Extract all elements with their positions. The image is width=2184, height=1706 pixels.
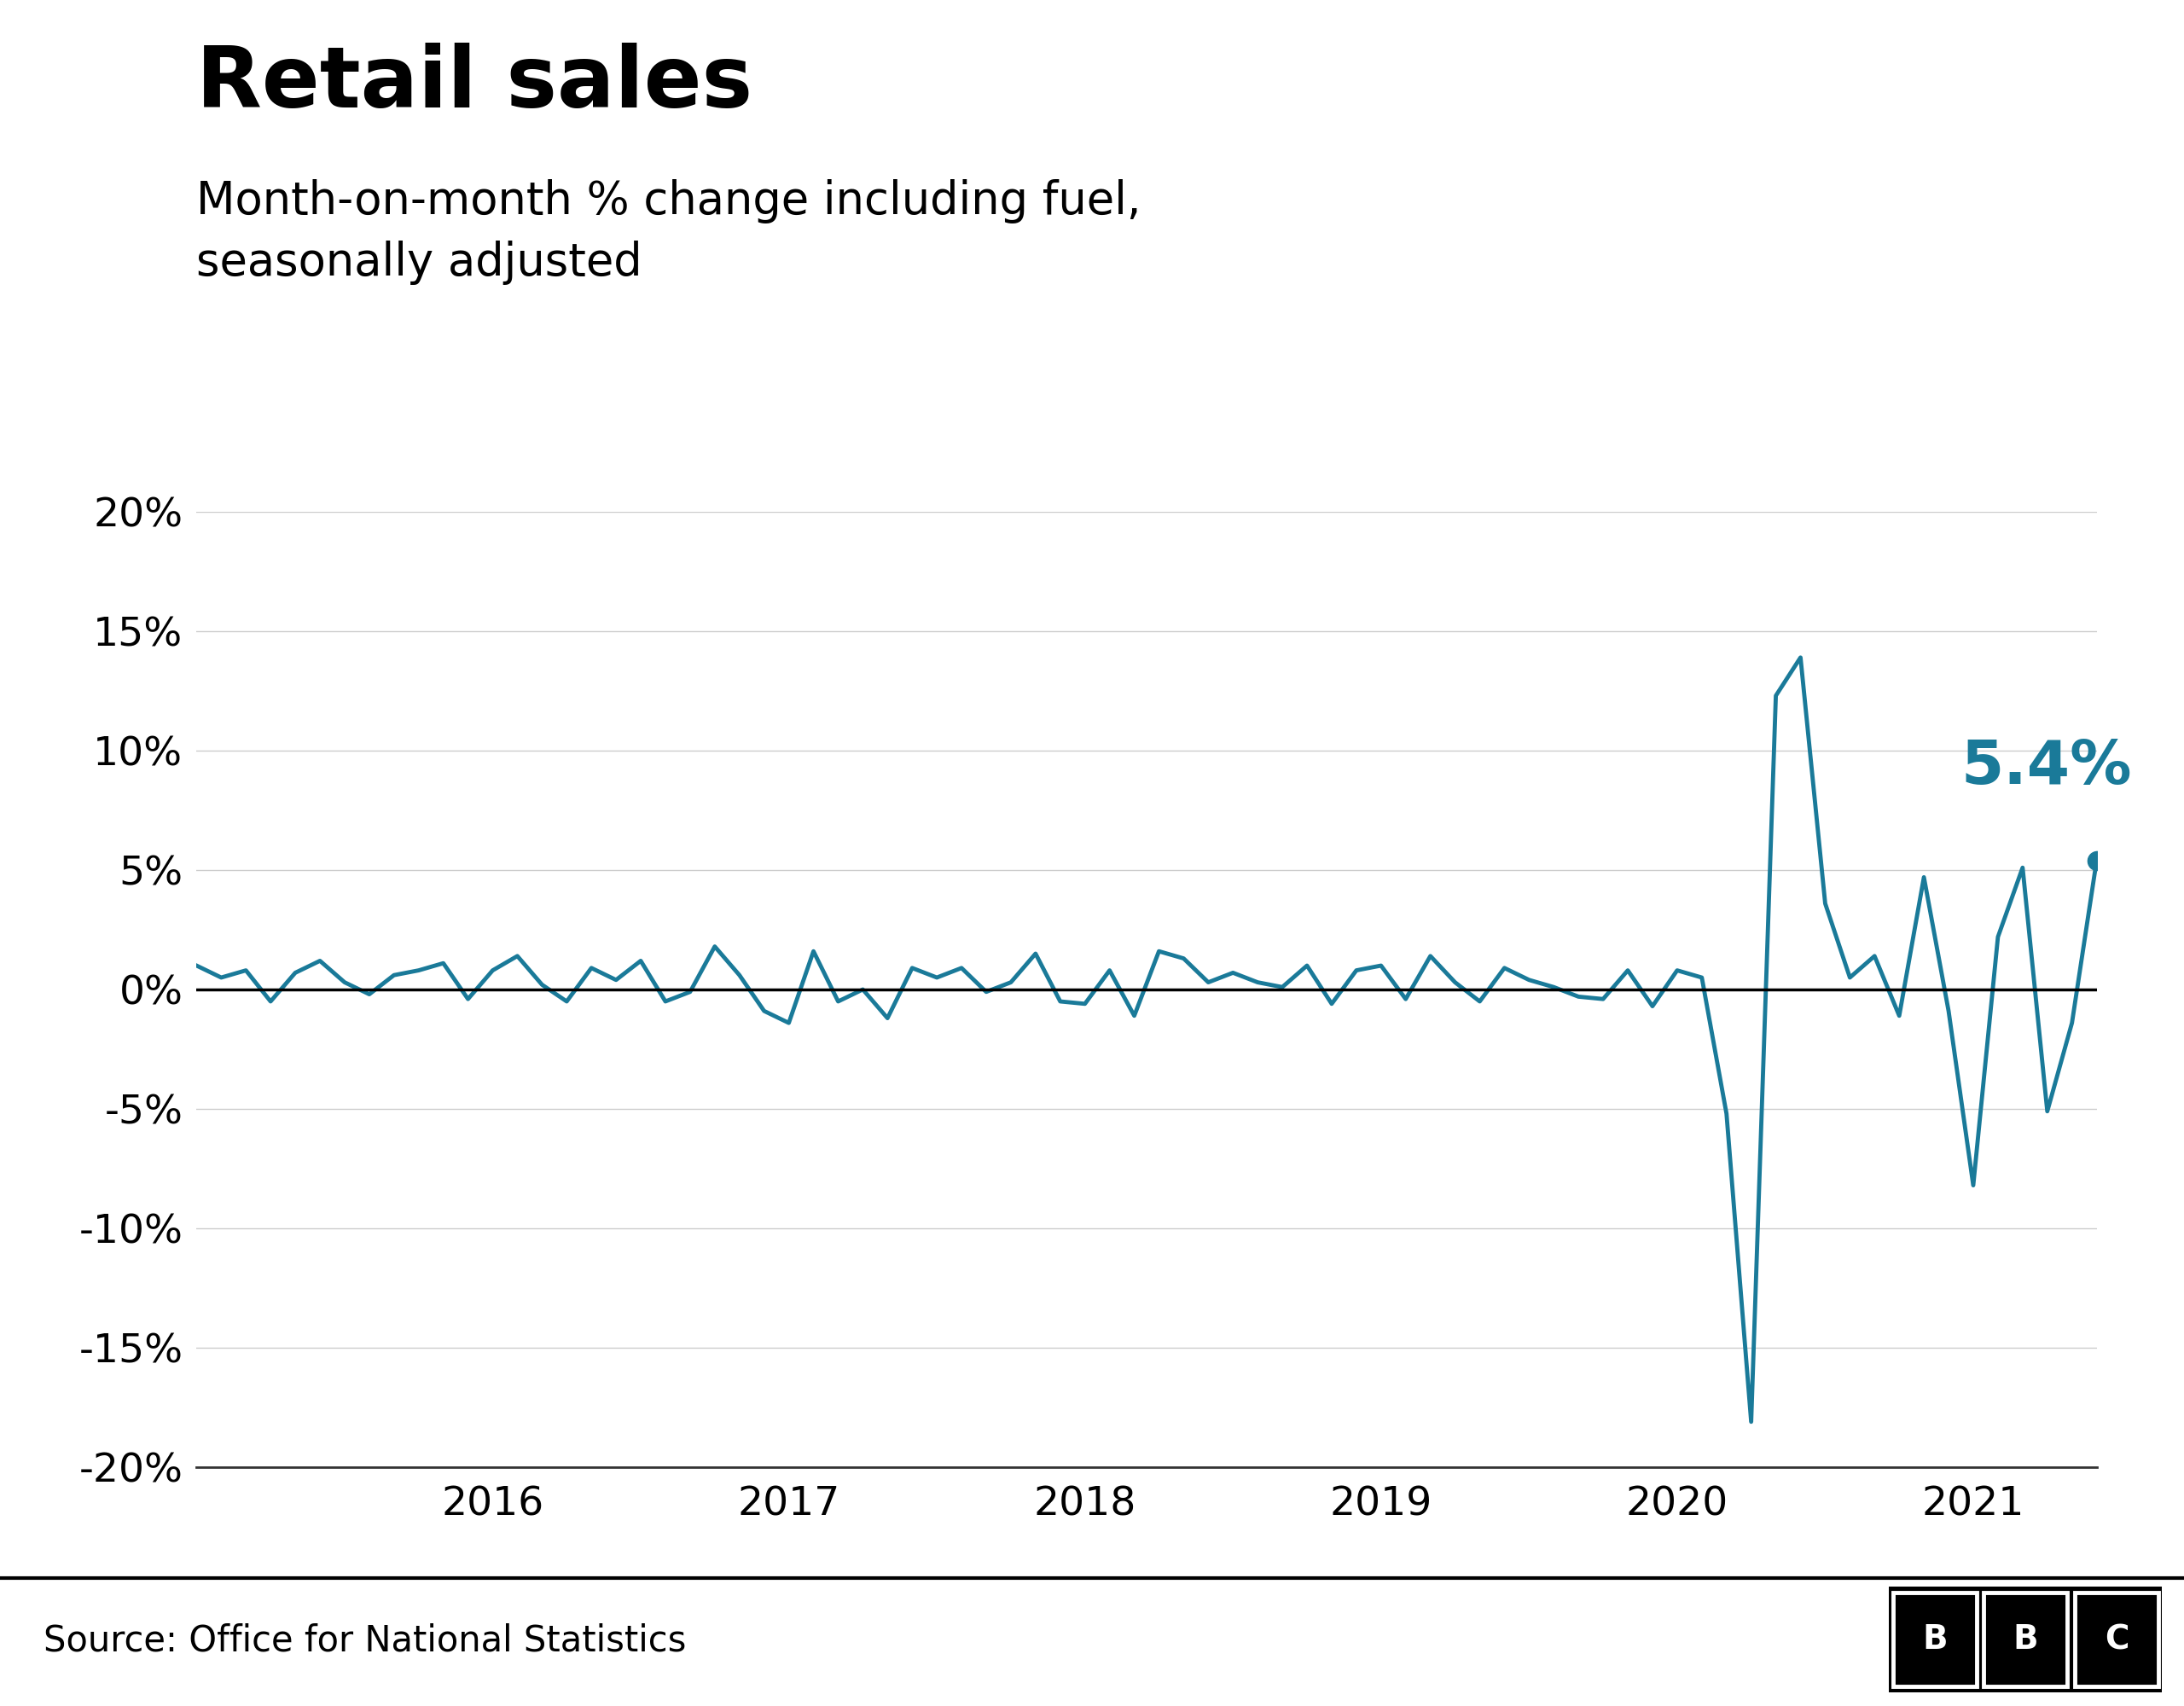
- Text: B: B: [2014, 1624, 2038, 1655]
- Text: C: C: [2105, 1624, 2129, 1655]
- Bar: [2075, 1593, 2158, 1686]
- Bar: [1894, 1593, 1977, 1686]
- Text: Retail sales: Retail sales: [197, 43, 753, 126]
- Text: Month-on-month % change including fuel,
seasonally adjusted: Month-on-month % change including fuel, …: [197, 179, 1142, 285]
- Text: Source: Office for National Statistics: Source: Office for National Statistics: [44, 1624, 686, 1658]
- Bar: [1983, 1593, 2068, 1686]
- Text: B: B: [1922, 1624, 1948, 1655]
- Text: 5.4%: 5.4%: [1961, 739, 2132, 797]
